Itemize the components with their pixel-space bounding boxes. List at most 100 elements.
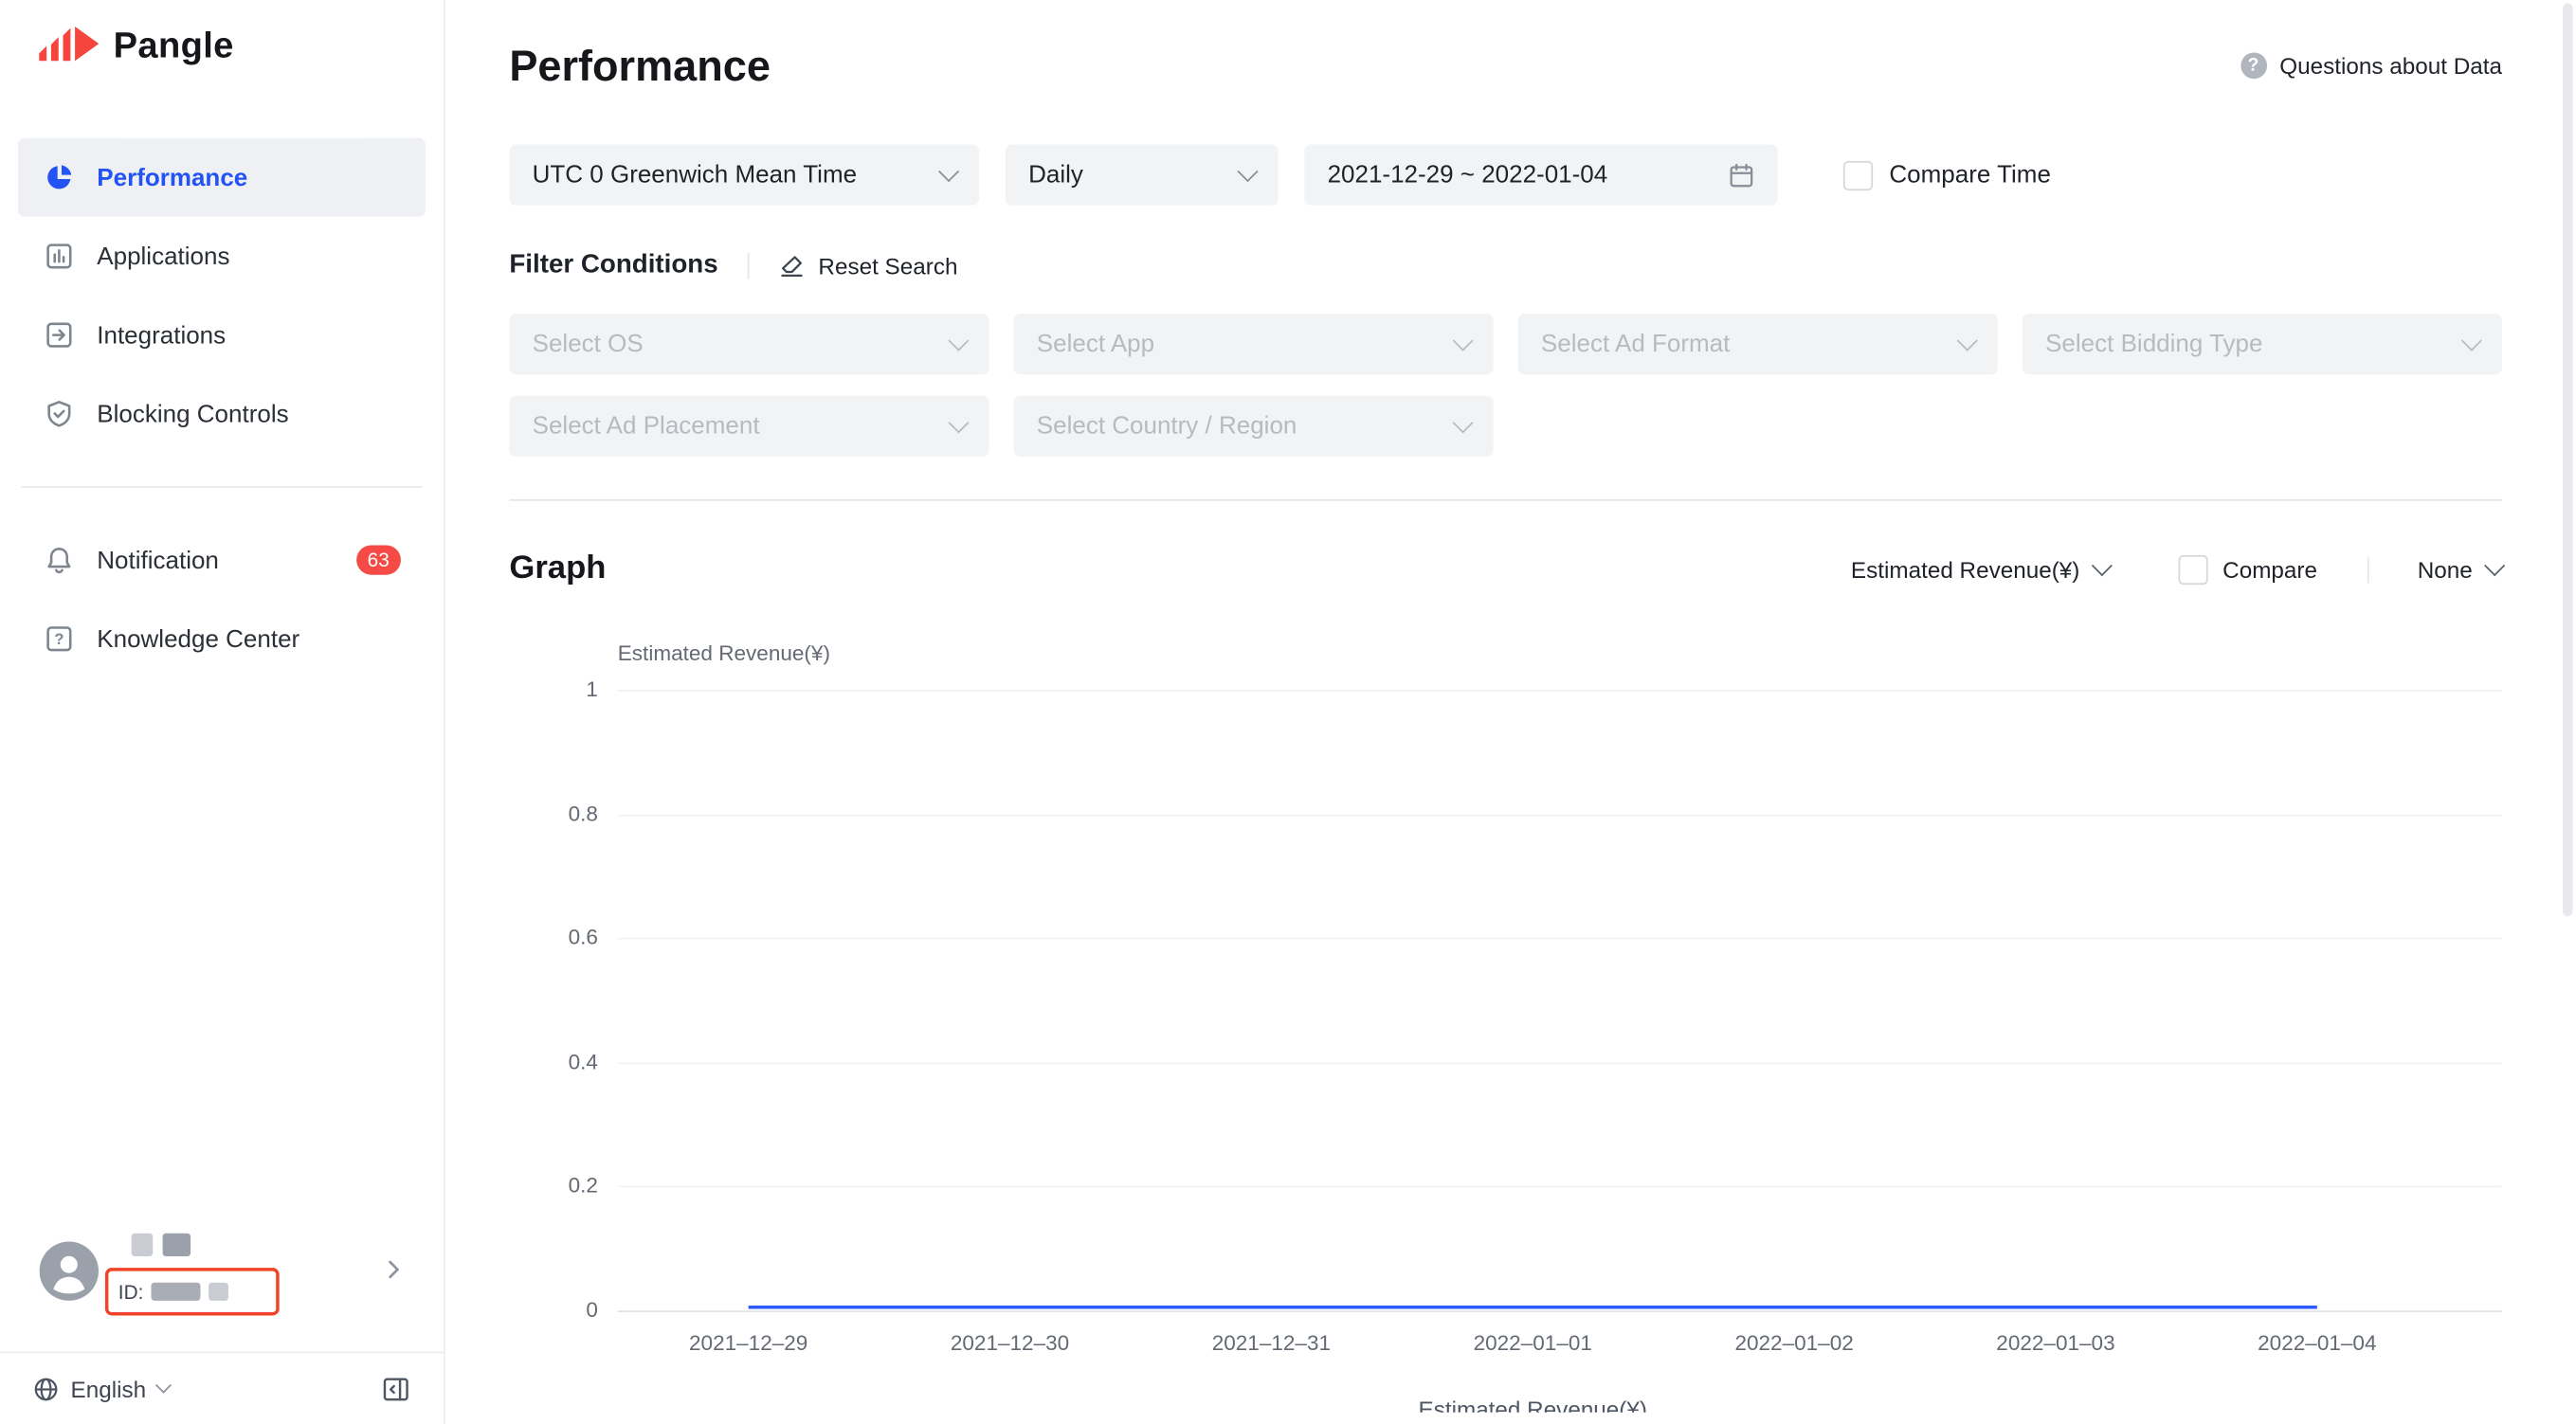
select-country-region-placeholder: Select Country / Region xyxy=(1036,412,1297,441)
filter-select-grid: Select OS Select App Select Ad Format Se… xyxy=(509,314,2502,457)
caret-down-icon xyxy=(948,412,970,434)
x-tick-label: 2022–01–04 xyxy=(2258,1330,2377,1356)
caret-down-icon xyxy=(1452,330,1474,351)
collapse-sidebar-icon[interactable] xyxy=(381,1374,410,1403)
redacted-username-block xyxy=(162,1233,191,1257)
select-ad-placement-placeholder: Select Ad Placement xyxy=(532,412,760,441)
page-title: Performance xyxy=(509,41,771,91)
gridline xyxy=(617,690,2502,692)
select-os[interactable]: Select OS xyxy=(509,314,989,375)
gridline xyxy=(617,814,2502,816)
x-tick-label: 2021–12–31 xyxy=(1211,1330,1332,1356)
sidebar-item-blocking-controls[interactable]: Blocking Controls xyxy=(18,374,426,453)
pie-chart-icon xyxy=(45,163,74,192)
expand-account-chevron-icon[interactable] xyxy=(388,1258,401,1288)
dimension-select[interactable]: None xyxy=(2417,555,2506,583)
sidebar-item-notification[interactable]: Notification 63 xyxy=(18,520,426,599)
granularity-select[interactable]: Daily xyxy=(1005,144,1279,206)
redacted-id-block xyxy=(209,1282,229,1301)
date-range-value: 2021-12-29 ~ 2022-01-04 xyxy=(1327,160,1608,189)
timezone-value: UTC 0 Greenwich Mean Time xyxy=(532,160,858,189)
pangle-logo-text: Pangle xyxy=(113,25,234,66)
applications-icon xyxy=(45,242,74,271)
date-range-input[interactable]: 2021-12-29 ~ 2022-01-04 xyxy=(1304,144,1778,206)
metric-select[interactable]: Estimated Revenue(¥) xyxy=(1850,555,2113,583)
graph-section-title: Graph xyxy=(509,550,607,586)
main-panel: Performance ? Questions about Data UTC 0… xyxy=(446,0,2575,1424)
sidebar-item-performance[interactable]: Performance xyxy=(18,137,426,217)
y-tick-label: 0.2 xyxy=(568,1173,598,1199)
select-bidding-type[interactable]: Select Bidding Type xyxy=(2022,314,2502,375)
caret-down-icon xyxy=(1956,330,1978,351)
compare-time-group: Compare Time xyxy=(1842,160,2051,190)
select-ad-format-placeholder: Select Ad Format xyxy=(1540,330,1731,358)
chart-canvas: 1 0.8 0.6 0.4 0.2 0 2021–12–29 2021–12–30 2021–1… xyxy=(509,631,2502,1413)
compare-checkbox[interactable] xyxy=(2178,554,2208,585)
select-country-region[interactable]: Select Country / Region xyxy=(1013,395,1494,457)
timezone-select[interactable]: UTC 0 Greenwich Mean Time xyxy=(509,144,980,206)
language-selector[interactable]: English xyxy=(70,1375,147,1402)
y-tick-label: 0.4 xyxy=(568,1049,598,1074)
compare-time-label: Compare Time xyxy=(1889,160,2051,189)
chart-y-axis-title: Estimated Revenue(¥) xyxy=(617,640,830,666)
compare-group: Compare xyxy=(2178,554,2318,585)
reset-search-button[interactable]: Reset Search xyxy=(779,252,958,279)
x-tick-label: 2021–12–29 xyxy=(688,1330,808,1356)
sidebar-item-label: Integrations xyxy=(97,320,227,350)
pangle-logo-icon xyxy=(36,25,101,67)
redacted-id-block xyxy=(152,1282,202,1301)
select-os-placeholder: Select OS xyxy=(532,330,644,358)
calendar-icon xyxy=(1729,162,1755,189)
caret-down-icon xyxy=(2460,330,2482,351)
sidebar-item-label: Applications xyxy=(97,242,230,271)
filter-conditions-label: Filter Conditions xyxy=(509,251,718,279)
select-ad-format[interactable]: Select Ad Format xyxy=(1517,314,1998,375)
user-id-label: ID: xyxy=(118,1280,144,1304)
compare-label: Compare xyxy=(2222,555,2318,583)
x-tick-label: 2022–01–03 xyxy=(1996,1330,2115,1356)
gridline xyxy=(617,938,2502,940)
svg-text:?: ? xyxy=(54,631,63,648)
granularity-value: Daily xyxy=(1028,160,1083,189)
caret-down-icon xyxy=(154,1377,172,1394)
sidebar-item-label: Performance xyxy=(97,163,248,191)
x-tick-label: 2021–12–30 xyxy=(950,1330,1070,1356)
globe-icon xyxy=(33,1376,60,1402)
eraser-icon xyxy=(779,253,806,279)
select-ad-placement[interactable]: Select Ad Placement xyxy=(509,395,989,457)
scrollbar-thumb[interactable] xyxy=(2563,3,2573,917)
caret-down-icon xyxy=(938,161,960,183)
select-app[interactable]: Select App xyxy=(1013,314,1494,375)
metric-value: Estimated Revenue(¥) xyxy=(1850,555,2080,583)
dimension-value: None xyxy=(2417,555,2473,583)
question-square-icon: ? xyxy=(45,624,74,654)
vertical-divider xyxy=(747,252,750,279)
sidebar-divider xyxy=(21,486,423,488)
sidebar-item-label: Blocking Controls xyxy=(97,400,289,428)
integrations-icon xyxy=(45,320,74,350)
sidebar-item-label: Notification xyxy=(97,546,219,574)
user-avatar[interactable] xyxy=(39,1241,100,1301)
caret-down-icon xyxy=(2484,555,2506,577)
caret-down-icon xyxy=(948,330,970,351)
reset-search-label: Reset Search xyxy=(818,252,958,279)
graph-controls: Estimated Revenue(¥) Compare None xyxy=(1850,554,2506,585)
sidebar-item-knowledge-center[interactable]: ? Knowledge Center xyxy=(18,600,426,678)
bell-icon xyxy=(45,545,74,574)
x-tick-label: 2022–01–01 xyxy=(1473,1330,1592,1356)
select-bidding-type-placeholder: Select Bidding Type xyxy=(2045,330,2263,358)
section-divider xyxy=(509,498,2502,501)
help-circle-icon: ? xyxy=(2240,52,2267,80)
questions-about-data-label: Questions about Data xyxy=(2279,52,2502,80)
sidebar: Pangle Performance A xyxy=(0,0,445,1424)
y-tick-label: 0 xyxy=(586,1297,598,1323)
questions-about-data-link[interactable]: ? Questions about Data xyxy=(2240,52,2502,80)
compare-time-checkbox[interactable] xyxy=(1842,160,1874,190)
sidebar-item-applications[interactable]: Applications xyxy=(18,217,426,296)
notification-count-badge: 63 xyxy=(355,545,401,575)
y-tick-label: 0.6 xyxy=(568,925,598,950)
redacted-username-block xyxy=(131,1233,154,1257)
sidebar-item-integrations[interactable]: Integrations xyxy=(18,296,426,374)
gridline xyxy=(617,1186,2502,1188)
